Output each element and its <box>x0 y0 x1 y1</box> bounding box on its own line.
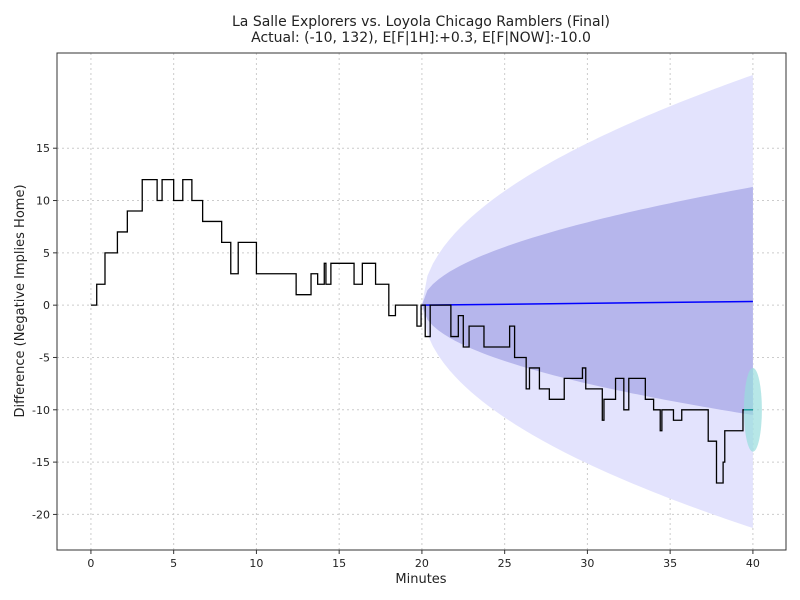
y-tick-label: -5 <box>39 351 50 364</box>
y-tick-label: 0 <box>43 299 50 312</box>
y-tick-label: 15 <box>36 142 50 155</box>
chart-title: La Salle Explorers vs. Loyola Chicago Ra… <box>232 14 610 30</box>
series <box>90 178 753 484</box>
chart-subtitle: Actual: (-10, 132), E[F|1H]:+0.3, E[F|NO… <box>251 30 591 46</box>
x-tick-label: 20 <box>415 557 429 570</box>
y-axis-label: Difference (Negative Implies Home) <box>13 184 28 417</box>
x-tick-label: 5 <box>170 557 177 570</box>
y-tick-label: 5 <box>43 247 50 260</box>
x-tick-label: 0 <box>87 557 94 570</box>
projected-mean-line <box>421 300 753 306</box>
x-tick-label: 30 <box>580 557 594 570</box>
y-tick-label: -15 <box>32 456 50 469</box>
y-tick-label: -10 <box>32 404 50 417</box>
ticks: 0 5 10 15 20 25 30 35 40 15 10 5 0 -5 -10 -15 -20 <box>32 142 760 570</box>
actual-difference-step-line <box>90 178 753 484</box>
x-tick-label: 15 <box>332 557 346 570</box>
x-tick-label: 35 <box>663 557 677 570</box>
x-tick-label: 10 <box>249 557 263 570</box>
y-tick-label: 10 <box>36 195 50 208</box>
x-tick-label: 40 <box>746 557 760 570</box>
inner-confidence-band <box>421 186 753 416</box>
x-tick-label: 25 <box>498 557 512 570</box>
y-tick-label: -20 <box>32 508 50 521</box>
x-axis-label: Minutes <box>395 572 446 587</box>
